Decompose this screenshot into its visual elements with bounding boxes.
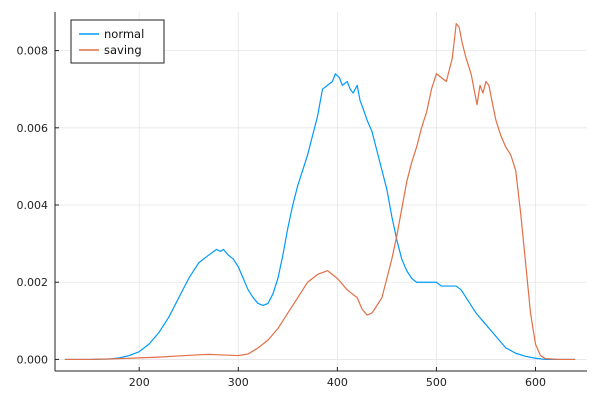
y-tick-label: 0.008 xyxy=(17,45,49,58)
x-tick-label: 600 xyxy=(525,376,546,389)
x-tick-label: 300 xyxy=(228,376,249,389)
legend: normal saving xyxy=(70,19,165,64)
y-tick-label: 0.006 xyxy=(17,122,49,135)
y-tick-label: 0.002 xyxy=(17,276,49,289)
x-tick-label: 500 xyxy=(426,376,447,389)
axes: 200 300 400 500 600 0.000 0.002 0.004 0.006 0.008 xyxy=(17,12,587,389)
x-tick-label: 200 xyxy=(129,376,150,389)
grid xyxy=(55,12,587,371)
legend-label: saving xyxy=(104,43,142,57)
series-line-normal xyxy=(64,73,576,361)
series-line-saving xyxy=(64,22,576,361)
legend-box xyxy=(70,19,165,64)
legend-label: normal xyxy=(104,27,144,41)
x-tick-label: 400 xyxy=(327,376,348,389)
series-layer xyxy=(64,22,576,361)
y-tick-label: 0.000 xyxy=(17,353,49,366)
y-tick-label: 0.004 xyxy=(17,199,49,212)
